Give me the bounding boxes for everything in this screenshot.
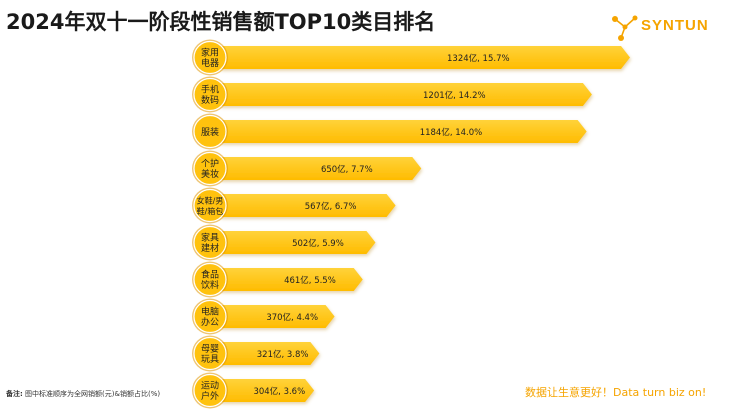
category-badge xyxy=(193,336,227,371)
page-title: 2024年双十一阶段性销售额TOP10类目排名 xyxy=(6,10,436,34)
slogan: 数据让生意更好！Data turn biz on! xyxy=(525,386,707,399)
category-label: 建材 xyxy=(201,242,219,254)
bar-value-label: 304亿, 3.6% xyxy=(253,386,305,397)
category-label: 美妆 xyxy=(201,168,219,180)
category-label: 数码 xyxy=(201,94,219,106)
category-label: 运动 xyxy=(201,381,219,392)
category-label: 家具 xyxy=(201,232,219,244)
bar-value-label: 650亿, 7.7% xyxy=(321,164,373,175)
bar-5 xyxy=(220,194,396,217)
bar-value-label: 321亿, 3.8% xyxy=(257,349,309,360)
network-icon xyxy=(612,15,638,41)
category-badge xyxy=(193,188,227,223)
bar-10 xyxy=(220,379,315,402)
category-label: 鞋/箱包 xyxy=(197,206,224,216)
bar-8 xyxy=(220,305,335,328)
bar-value-label: 1184亿, 14.0% xyxy=(420,127,483,138)
bar-value-label: 370亿, 4.4% xyxy=(266,312,318,323)
category-badge xyxy=(193,225,227,260)
footnote: 备注: 图中标准顺序为全网销额(元)&销额占比(%) xyxy=(6,389,160,399)
bar-1 xyxy=(220,46,630,69)
bar-value-label: 502亿, 5.9% xyxy=(292,238,344,249)
category-label: 电脑 xyxy=(201,306,219,318)
category-badge xyxy=(193,373,227,408)
footnote-label: 备注: xyxy=(6,390,23,398)
category-label: 女鞋/男 xyxy=(197,196,224,206)
bar-value-label: 567亿, 6.7% xyxy=(305,201,357,212)
category-label: 手机 xyxy=(201,84,219,96)
category-label: 个护 xyxy=(201,158,219,170)
bar-9 xyxy=(220,342,320,365)
category-label: 服装 xyxy=(201,126,219,138)
bar-value-label: 461亿, 5.5% xyxy=(284,275,336,286)
bar-7 xyxy=(220,268,363,291)
bar-value-label: 1201亿, 14.2% xyxy=(423,90,486,101)
category-label: 饮料 xyxy=(201,279,219,291)
category-label: 家用 xyxy=(201,47,219,59)
bar-4 xyxy=(220,157,422,180)
category-label: 食品 xyxy=(201,269,219,281)
brand-name: SYNTUN xyxy=(641,17,709,34)
bar-3 xyxy=(220,120,587,143)
category-badge xyxy=(193,114,227,149)
category-label: 电器 xyxy=(201,57,219,69)
footnote-text: 图中标准顺序为全网销额(元)&销额占比(%) xyxy=(25,390,161,398)
bar-value-label: 1324亿, 15.7% xyxy=(447,53,510,64)
bar-6 xyxy=(220,231,376,254)
category-label: 办公 xyxy=(201,316,219,328)
category-label: 玩具 xyxy=(201,354,219,365)
category-label: 母婴 xyxy=(201,344,219,355)
bar-2 xyxy=(220,83,592,106)
category-badge xyxy=(193,40,227,75)
category-label: 户外 xyxy=(201,390,219,402)
category-badge xyxy=(193,299,227,334)
category-badge xyxy=(193,262,227,297)
category-badge xyxy=(193,151,227,186)
brand-logo: SYNTUN xyxy=(611,15,721,41)
category-badge xyxy=(193,77,227,112)
